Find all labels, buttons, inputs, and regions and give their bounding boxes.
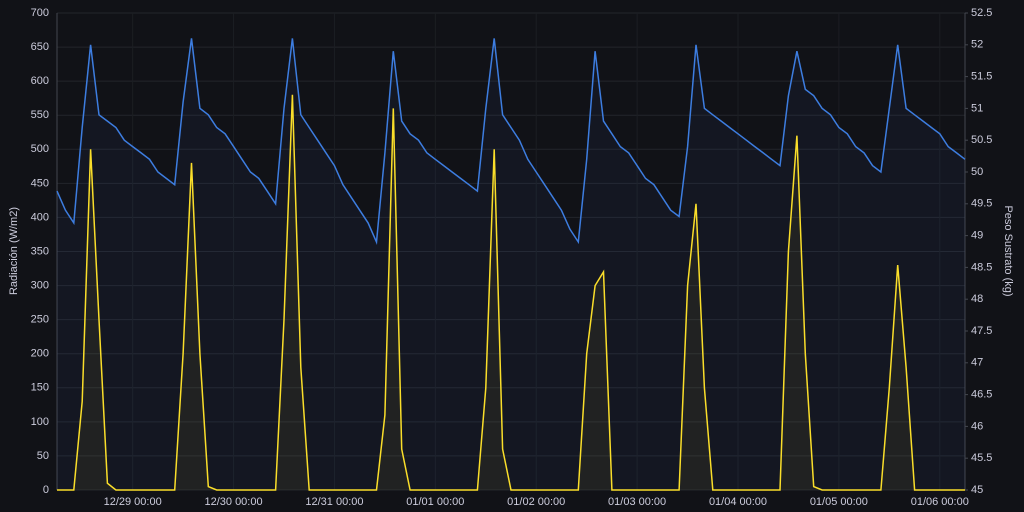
x-tick-label: 01/05 00:00 [810, 496, 868, 508]
y2-tick-label: 45 [971, 484, 983, 496]
y-tick-label: 50 [37, 450, 49, 462]
y2-tick-label: 49 [971, 230, 983, 242]
y-tick-label: 500 [31, 143, 49, 155]
y2-tick-label: 46 [971, 420, 983, 432]
y-tick-label: 250 [31, 314, 49, 326]
y2-tick-label: 48.5 [971, 261, 992, 273]
y2-tick-label: 47.5 [971, 325, 992, 337]
y2-tick-label: 52 [971, 39, 983, 51]
y-tick-label: 700 [31, 7, 49, 19]
y2-axis-title: Peso Sustrato (kg) [1002, 205, 1014, 296]
x-tick-label: 01/04 00:00 [709, 496, 767, 508]
x-tick-label: 12/29 00:00 [104, 496, 162, 508]
y2-tick-label: 50 [971, 166, 983, 178]
y-tick-label: 150 [31, 382, 49, 394]
y2-tick-label: 45.5 [971, 452, 992, 464]
y2-tick-label: 47 [971, 357, 983, 369]
y-tick-label: 650 [31, 41, 49, 53]
x-tick-label: 12/31 00:00 [305, 496, 363, 508]
x-tick-label: 01/01 00:00 [406, 496, 464, 508]
series-line [57, 94, 965, 491]
y-tick-label: 300 [31, 279, 49, 291]
y2-tick-label: 48 [971, 293, 983, 305]
series-area [57, 38, 965, 491]
x-tick-label: 01/02 00:00 [507, 496, 565, 508]
series-line [56, 38, 966, 245]
y2-tick-label: 46.5 [971, 389, 992, 401]
y-tick-label: 350 [31, 245, 49, 257]
x-tick-label: 01/06 00:00 [911, 496, 969, 508]
y-tick-label: 0 [43, 484, 49, 496]
y2-tick-label: 52.5 [971, 7, 992, 19]
y-axis-title: Radiación (W/m2) [8, 207, 20, 295]
y-tick-label: 550 [31, 109, 49, 121]
y-tick-label: 600 [31, 75, 49, 87]
x-tick-label: 01/03 00:00 [608, 496, 666, 508]
y-tick-label: 200 [31, 348, 49, 360]
y2-tick-label: 50.5 [971, 134, 992, 146]
y2-tick-label: 49.5 [971, 198, 992, 210]
y-tick-label: 400 [31, 211, 49, 223]
series-area [57, 94, 965, 491]
y2-tick-label: 51 [971, 102, 983, 114]
x-tick-label: 12/30 00:00 [204, 496, 262, 508]
y-tick-label: 450 [31, 177, 49, 189]
y2-tick-label: 51.5 [971, 71, 992, 83]
y-tick-label: 100 [31, 416, 49, 428]
